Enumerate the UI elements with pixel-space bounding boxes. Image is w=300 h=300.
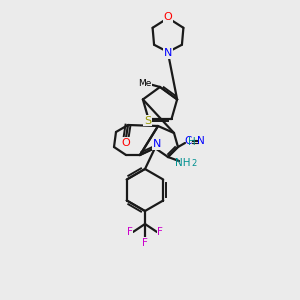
Text: S: S bbox=[144, 116, 151, 126]
Text: F: F bbox=[142, 238, 148, 248]
Text: O: O bbox=[122, 138, 130, 148]
Text: C: C bbox=[184, 136, 192, 146]
Text: H: H bbox=[188, 137, 196, 147]
Text: F: F bbox=[127, 227, 133, 237]
Text: O: O bbox=[164, 12, 172, 22]
Text: N: N bbox=[197, 136, 205, 146]
Text: N: N bbox=[164, 48, 172, 58]
Text: 2: 2 bbox=[191, 160, 196, 169]
Text: N: N bbox=[153, 139, 161, 149]
Text: Me: Me bbox=[138, 79, 152, 88]
Text: F: F bbox=[157, 227, 163, 237]
Text: NH: NH bbox=[175, 158, 191, 168]
